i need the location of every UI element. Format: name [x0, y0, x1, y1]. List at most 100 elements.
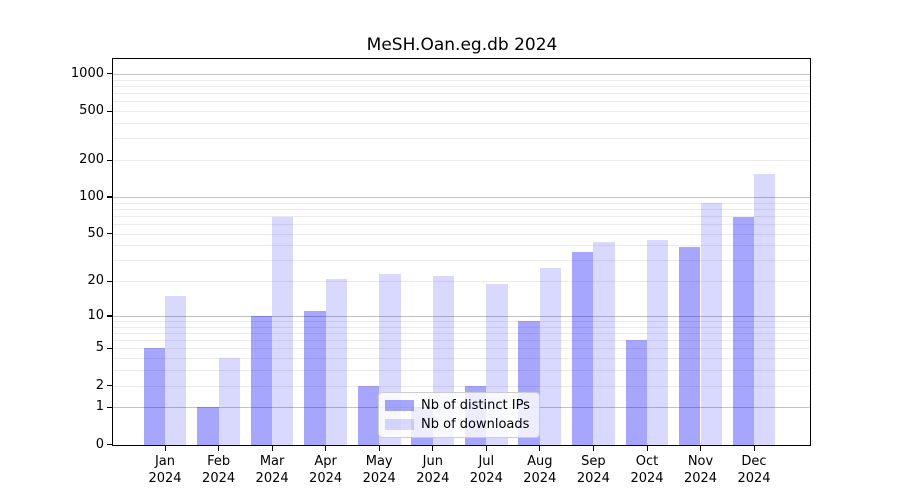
y-tick: [107, 110, 112, 112]
y-tick-label: 1000: [70, 65, 104, 81]
legend-item-downloads: Nb of downloads: [385, 417, 530, 432]
x-tick-label-feb: Feb 2024: [179, 453, 259, 487]
x-tick-label-aug: Aug 2024: [500, 453, 580, 487]
gridline-minor: [113, 101, 810, 103]
gridline-major: [113, 315, 810, 317]
bar-distinct-ips-nov: [679, 246, 701, 445]
x-tick: [753, 446, 755, 451]
bar-distinct-ips-may: [357, 385, 380, 445]
gridline-major: [113, 73, 810, 75]
bar-downloads-nov: [700, 202, 722, 445]
x-tick: [539, 446, 541, 451]
gridline-major: [113, 196, 810, 198]
x-tick-label-jul: Jul 2024: [446, 453, 526, 487]
bar-distinct-ips-dec: [732, 217, 754, 445]
y-tick: [107, 385, 112, 387]
y-tick: [107, 406, 112, 408]
x-tick-label-jan: Jan 2024: [125, 453, 205, 487]
legend-label-downloads: Nb of downloads: [421, 417, 530, 432]
gridline-minor: [113, 122, 810, 124]
bar-distinct-ips-sep: [572, 252, 594, 445]
y-tick-label: 5: [95, 340, 104, 356]
x-tick: [592, 446, 595, 451]
x-tick-label-month: Oct: [635, 454, 659, 469]
plot-area: [113, 59, 810, 445]
legend-swatch-downloads: [385, 419, 414, 430]
x-tick: [218, 446, 220, 451]
x-tick: [325, 446, 327, 451]
x-tick-label-year: 2024: [469, 471, 503, 486]
y-tick: [107, 233, 112, 235]
bar-downloads-jan: [165, 295, 187, 445]
x-tick-label-year: 2024: [683, 471, 718, 486]
x-tick-label-month: Sep: [581, 454, 606, 469]
y-tick-label: 20: [87, 273, 104, 289]
chart-title: MeSH.Oan.eg.db 2024: [366, 35, 558, 55]
y-tick-label: 10: [87, 307, 104, 323]
legend-label-distinct-ips: Nb of distinct IPs: [421, 398, 530, 413]
bar-downloads-mar: [272, 217, 294, 445]
x-tick-label-jun: Jun 2024: [393, 453, 473, 487]
y-tick-label: 50: [87, 225, 104, 241]
x-tick-label-month: Dec: [741, 454, 767, 469]
y-tick-label: 2: [95, 377, 104, 393]
gridline-minor: [113, 340, 810, 342]
x-tick-label-year: 2024: [202, 471, 236, 486]
y-tick-label: 200: [79, 152, 104, 167]
x-tick-label-month: Apr: [314, 454, 337, 469]
x-tick-label-nov: Nov 2024: [661, 453, 741, 487]
gridline-minor: [113, 208, 810, 210]
y-tick: [107, 73, 112, 75]
gridline-minor: [113, 370, 810, 372]
gridline-minor: [113, 385, 810, 387]
gridline-minor: [113, 281, 810, 283]
gridline-minor: [113, 358, 810, 360]
x-tick: [164, 446, 166, 451]
y-tick: [107, 159, 112, 161]
y-tick-label: 100: [79, 188, 104, 204]
x-tick: [271, 446, 273, 451]
bar-downloads-dec: [754, 173, 776, 445]
x-tick-label-mar: Mar 2024: [232, 453, 312, 487]
x-tick: [646, 446, 648, 451]
x-tick: [700, 446, 702, 451]
y-tick-label: 0: [95, 436, 104, 452]
gridline-minor: [113, 215, 810, 217]
x-tick-label-month: Mar: [259, 454, 285, 469]
x-tick-label-may: May 2024: [339, 453, 419, 487]
bar-distinct-ips-mar: [250, 315, 273, 445]
gridline-minor: [113, 111, 810, 112]
x-tick-label-year: 2024: [148, 471, 182, 486]
gridline-minor: [113, 348, 810, 350]
bar-downloads-aug: [539, 267, 562, 445]
x-tick-label-month: Jul: [478, 454, 495, 469]
bar-downloads-sep: [593, 241, 615, 445]
y-tick: [107, 347, 112, 350]
legend-item-distinct-ips: Nb of distinct IPs: [385, 398, 530, 413]
y-tick-label: 1: [95, 399, 104, 415]
x-tick-label-oct: Oct 2024: [607, 453, 687, 487]
x-tick-label-year: 2024: [523, 471, 557, 486]
x-tick-label-month: Jun: [422, 454, 443, 469]
gridline-minor: [113, 233, 810, 235]
y-tick: [107, 196, 112, 198]
gridline-minor: [113, 326, 810, 328]
x-tick: [485, 446, 487, 451]
y-tick: [107, 315, 112, 317]
x-tick-label-year: 2024: [737, 471, 771, 486]
y-tick: [107, 280, 112, 282]
gridline-minor: [113, 93, 810, 94]
x-tick-label-dec: Dec 2024: [714, 453, 794, 487]
bar-distinct-ips-feb: [197, 407, 219, 445]
x-tick-label-year: 2024: [630, 471, 664, 486]
x-tick-label-year: 2024: [416, 471, 450, 486]
gridline-minor: [113, 245, 810, 247]
gridline-minor: [113, 202, 810, 204]
legend: Nb of distinct IPs Nb of downloads: [378, 392, 540, 438]
gridline-minor: [113, 260, 810, 262]
x-tick-label-month: Feb: [207, 454, 231, 469]
gridline-minor: [113, 85, 810, 87]
x-tick-label-year: 2024: [576, 471, 610, 486]
gridline-minor: [113, 138, 810, 140]
